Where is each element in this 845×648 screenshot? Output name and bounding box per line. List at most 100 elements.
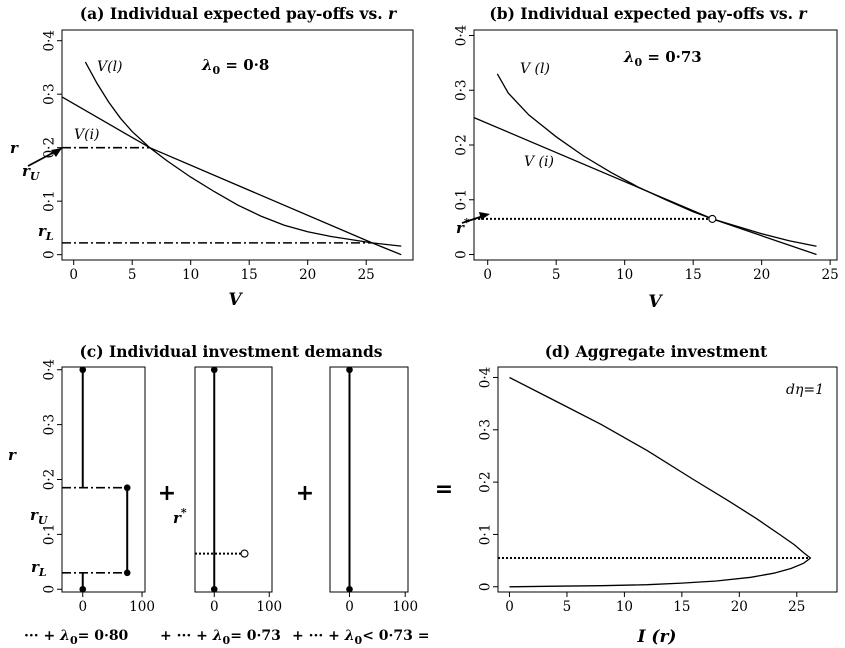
panel-d-series: [498, 376, 811, 588]
panel-c-ru-label: rU: [30, 506, 49, 527]
panel-a-lambda: λ0 = 0·8: [201, 56, 269, 77]
panel-d-title: (d) Aggregate investment: [545, 342, 768, 361]
panel-a-ytick-label: 0: [42, 250, 58, 259]
panel-b-xlabel: V: [648, 292, 663, 312]
panel-c: (c) Individual investment demands 00·10·…: [8, 342, 453, 647]
panel-a-xtick-label: 5: [128, 267, 137, 283]
panel-b-series: [473, 73, 817, 256]
panel-d-ytick-label: 0·2: [478, 471, 494, 492]
panel-b: (b) Individual expected pay-offs vs. r 0…: [454, 4, 839, 312]
panel-c-xtick-label: 100: [129, 599, 155, 615]
panel-a-x-ticks: 0 5 10 15 20 25: [69, 260, 375, 283]
panel-b-xtick-label: 5: [552, 267, 561, 283]
panel-d-frame: [497, 366, 838, 593]
bottom-label-2: + ··· + λ0= 0·73: [160, 628, 281, 647]
panel-c2-point-bottom: [210, 585, 218, 593]
panel-d-x-ticks: 0 5 10 15 20 25: [505, 592, 805, 615]
panel-c-ytick-label: 0·3: [42, 414, 58, 435]
panel-a-xtick-label: 15: [241, 267, 258, 283]
panel-a-xtick-label: 0: [69, 267, 78, 283]
panel-a-ytick-label: 0·1: [42, 190, 58, 211]
panel-b-xtick-label: 25: [822, 267, 839, 283]
panel-c-demands: [62, 366, 353, 593]
panel-c1-point-bottom: [79, 585, 87, 593]
panel-c-xtick-label: 0: [78, 599, 87, 615]
panel-c-frame-1: [61, 366, 146, 593]
panel-b-ytick-label: 0·4: [454, 25, 470, 46]
panel-c-ytick-label: 0: [42, 585, 58, 594]
panel-c1-point-ru: [123, 484, 131, 492]
panel-b-title: (b) Individual expected pay-offs vs. r: [489, 4, 808, 23]
panel-d-xlabel: I (r): [637, 627, 677, 647]
panel-c-r-label: r: [8, 446, 17, 464]
panel-d-xtick-label: 0: [505, 599, 514, 615]
equals-operator: =: [435, 477, 453, 502]
panel-c-frame-3: [329, 366, 409, 593]
panel-a-xtick-label: 20: [299, 267, 316, 283]
panel-c-frame-2: [194, 366, 273, 593]
panel-c2-point-open: [240, 549, 249, 558]
panel-a-frame: [61, 29, 414, 261]
panel-a-vl-label: V(l): [97, 59, 123, 75]
panel-c-ytick-label: 0·2: [42, 469, 58, 490]
panel-b-vl-label: V (l): [520, 61, 550, 77]
panel-a: (a) Individual expected pay-offs vs. r 0…: [10, 4, 414, 310]
panel-b-ytick-label: 0·2: [454, 134, 470, 155]
panel-c-ytick-label: 0·4: [42, 359, 58, 380]
panel-a-ru-arrowhead: [51, 148, 62, 157]
panel-c3-point-bottom: [346, 585, 353, 593]
panel-d-y-ticks: 0 0·1 0·2 0·3 0·4: [478, 367, 498, 591]
panel-c-xtick-label: 0: [345, 599, 354, 615]
panel-a-ytick-label: 0·3: [42, 83, 58, 104]
panel-d-series-upper: [509, 376, 811, 559]
panel-a-r-label: r: [10, 139, 19, 157]
panel-a-vi-label: V(i): [74, 127, 100, 143]
panel-d-xtick-label: 20: [731, 599, 748, 615]
plus-operator-2: +: [296, 481, 314, 506]
panel-d-xtick-label: 10: [616, 599, 633, 615]
panel-b-y-ticks: 0 0·1 0·2 0·3 0·4: [454, 25, 474, 259]
panel-c-xtick-label: 100: [392, 599, 418, 615]
bottom-label-1: ··· + λ0= 0·80: [24, 628, 129, 647]
panel-c-rl-label: rL: [31, 558, 47, 579]
panel-d-ytick-label: 0·1: [478, 524, 494, 545]
panel-c-xtick-label: 100: [256, 599, 282, 615]
panel-d-ytick-label: 0·3: [478, 419, 494, 440]
panel-d-series-lower: [509, 557, 811, 588]
panel-b-vi-label: V (i): [524, 154, 554, 170]
panel-d-ytick-label: 0·4: [478, 367, 494, 388]
panel-b-xtick-label: 20: [753, 267, 770, 283]
panel-a-title: (a) Individual expected pay-offs vs. r: [80, 4, 398, 23]
panel-d-xtick-label: 5: [563, 599, 572, 615]
panel-c3-point-top: [346, 366, 353, 374]
panel-a-ytick-label: 0·4: [42, 30, 58, 51]
panel-d-annotation: dη=1: [786, 382, 824, 398]
panel-c-xtick-label: 0: [210, 599, 219, 615]
panel-b-rstar-label: r*: [456, 216, 470, 237]
panel-b-x-ticks: 0 5 10 15 20 25: [483, 260, 839, 283]
panel-b-ytick-label: 0·1: [454, 189, 470, 210]
panel-b-xtick-label: 10: [616, 267, 633, 283]
panel-c-x-ticks: 0 100 0 100 0 100: [78, 592, 418, 615]
panel-d-ytick-label: 0: [478, 582, 494, 591]
panel-a-series-vi: [61, 96, 402, 256]
bottom-label-3: + ··· + λ0< 0·73 =: [292, 628, 430, 647]
panel-a-rl-label: rL: [38, 222, 54, 243]
panel-a-xlabel: V: [228, 290, 243, 310]
panel-b-rstar-arrowhead: [479, 212, 490, 220]
panel-a-series: [61, 61, 402, 256]
panel-d-xtick-label: 15: [673, 599, 690, 615]
panel-c-rstar-label: r*: [173, 506, 187, 527]
panel-c1-point-rl: [123, 569, 131, 577]
panel-d-xtick-label: 25: [788, 599, 805, 615]
panel-b-intersection-point: [708, 214, 717, 223]
panel-b-ytick-label: 0·3: [454, 79, 470, 100]
panel-b-xtick-label: 15: [685, 267, 702, 283]
panel-b-xtick-label: 0: [483, 267, 492, 283]
panel-a-ru-label: rU: [22, 162, 41, 183]
panel-d: (d) Aggregate investment 0 5 10 15 20 25 0 0·1…: [478, 342, 838, 647]
panel-c-title: (c) Individual investment demands: [79, 342, 382, 361]
panel-c2-point-top: [210, 366, 218, 374]
plus-operator-1: +: [158, 481, 176, 506]
